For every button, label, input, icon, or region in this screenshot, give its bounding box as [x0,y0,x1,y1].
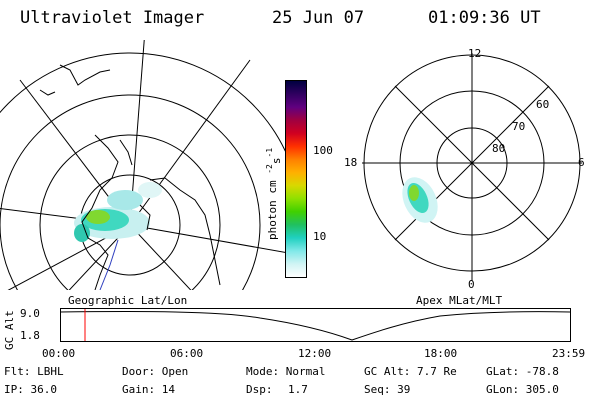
altitude-curve [60,311,571,341]
seq-value: Seq: 39 [364,383,411,396]
mlt-label-18: 18 [344,156,358,169]
colorbar-unit-label: photon cm -2s-1 [265,148,283,240]
aurora-emission-mag [402,177,438,223]
mlt-label-12: 12 [468,47,482,60]
left-panel-caption: Geographic Lat/Lon [68,294,188,307]
filter-value: Flt: LBHL [4,365,64,378]
colorbar-tick-10: 10 [313,230,327,243]
xtick-1200: 12:00 [298,347,332,360]
terminator-line [99,239,119,290]
svg-text:GC Alt: GC Alt [3,310,16,350]
observation-date: 25 Jun 07 [272,8,365,28]
xtick-1800: 18:00 [424,347,458,360]
mlt-label-6: 6 [578,156,585,169]
magnetic-polar-plot [362,53,582,281]
instrument-title: Ultraviolet Imager [20,8,205,28]
glat-value: GLat: -78.8 [486,365,559,378]
xtick-0600: 06:00 [170,347,204,360]
altitude-ytick-min: 1.8 [20,329,40,342]
altitude-ylabel: GC Alt [2,304,16,352]
observation-time: 01:09:36 UT [428,8,541,28]
mlat-label-80: 80 [492,142,506,155]
glon-value: GLon: 305.0 [486,383,559,396]
xtick-0000: 00:00 [42,347,76,360]
altitude-ytick-max: 9.0 [20,307,40,320]
gc-alt-value: GC Alt: 7.7 Re [364,365,457,378]
lat-circle-outer [0,94,261,290]
ip-value: IP: 36.0 [4,383,57,396]
dsp-value: 1.7 [288,383,308,396]
altitude-plot [60,308,571,342]
door-value: Door: Open [122,365,189,378]
aurora-emission-geo [74,182,162,242]
coastlines [39,64,221,290]
colorbar-tick-100: 100 [313,144,333,157]
lat-circle-edge [0,52,285,152]
xtick-2359: 23:59 [552,347,586,360]
gain-value: Gain: 14 [122,383,175,396]
lat-circle-mid [39,134,221,290]
geographic-map [0,40,285,290]
mlat-label-70: 70 [512,120,526,133]
mlt-label-0: 0 [468,278,475,291]
mode-value: Mode: Normal [246,365,326,378]
right-panel-caption: Apex MLat/MLT [416,294,503,307]
svg-text:photon cm -2s-1: photon cm -2s-1 [265,148,283,240]
mlat-label-60: 60 [536,98,550,111]
colorbar [285,80,307,278]
dsp-label: Dsp: [246,383,273,396]
